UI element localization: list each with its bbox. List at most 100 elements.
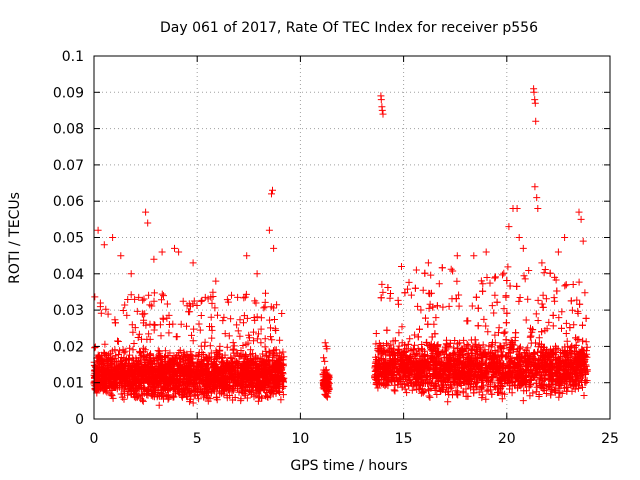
- data-point: [262, 289, 269, 297]
- data-point: [225, 332, 233, 340]
- data-point: [276, 389, 284, 396]
- data-point: [237, 395, 245, 403]
- data-point: [228, 388, 236, 396]
- data-point: [183, 322, 190, 330]
- data-point: [211, 304, 219, 312]
- data-point: [163, 300, 171, 308]
- data-point: [134, 334, 142, 341]
- data-point: [133, 307, 141, 315]
- data-point: [206, 342, 214, 350]
- data-point: [266, 316, 274, 324]
- data-point: [150, 297, 158, 305]
- data-point: [250, 328, 257, 336]
- data-point: [121, 301, 129, 309]
- data-point: [247, 346, 255, 354]
- data-point: [150, 289, 158, 297]
- data-point: [131, 295, 139, 303]
- data-point: [221, 330, 229, 338]
- data-point: [239, 387, 247, 395]
- data-point: [195, 395, 203, 403]
- data-point: [157, 332, 165, 340]
- data-point: [140, 295, 148, 303]
- data-point: [275, 355, 283, 363]
- data-point: [123, 311, 131, 319]
- data-point: [208, 334, 216, 342]
- data-point: [276, 336, 284, 344]
- data-point: [197, 297, 205, 305]
- data-point: [236, 332, 244, 340]
- data-point: [233, 321, 241, 329]
- data-point: [186, 308, 194, 316]
- data-point: [101, 340, 109, 348]
- data-point: [155, 347, 163, 355]
- data-point: [253, 335, 261, 343]
- data-point: [208, 326, 216, 334]
- data-point: [254, 397, 262, 405]
- data-point: [267, 324, 274, 332]
- data-point: [229, 386, 237, 394]
- data-point: [129, 346, 137, 354]
- data-point: [160, 292, 167, 300]
- data-point: [146, 320, 154, 328]
- chart-title: Day 061 of 2017, Rate Of TEC Index for r…: [160, 20, 538, 36]
- data-point: [145, 330, 153, 338]
- data-point: [223, 343, 231, 351]
- data-point: [271, 316, 278, 323]
- data-point: [126, 344, 134, 352]
- data-point: [208, 299, 216, 307]
- data-point: [177, 320, 185, 328]
- data-point: [165, 321, 173, 328]
- data-point: [214, 311, 221, 319]
- data-point: [276, 349, 284, 357]
- data-point: [130, 340, 138, 347]
- data-point: [136, 347, 143, 355]
- data-point: [257, 314, 265, 322]
- data-point: [196, 326, 204, 334]
- grid-lines: [94, 56, 610, 419]
- data-point: [204, 295, 212, 303]
- data-point: [141, 346, 149, 354]
- data-point: [129, 328, 137, 336]
- data-point: [155, 401, 163, 409]
- data-point: [261, 303, 269, 311]
- data-point: [117, 390, 125, 398]
- data-points: [90, 85, 591, 409]
- data-point: [179, 297, 187, 305]
- data-point: [207, 349, 215, 357]
- data-point: [131, 324, 139, 332]
- data-point: [267, 333, 274, 341]
- data-point: [107, 391, 115, 399]
- data-point: [134, 361, 142, 369]
- data-point: [91, 293, 99, 301]
- data-point: [250, 337, 257, 345]
- data-point: [189, 337, 197, 345]
- data-point: [257, 339, 265, 347]
- data-point: [135, 293, 143, 301]
- data-point: [227, 353, 235, 361]
- data-point: [239, 342, 247, 349]
- data-point: [163, 392, 171, 399]
- data-point: [135, 330, 143, 338]
- data-point: [190, 325, 198, 333]
- data-point: [279, 391, 287, 399]
- data-point: [221, 351, 229, 359]
- data-point: [159, 314, 167, 322]
- data-point: [190, 297, 198, 305]
- data-point: [240, 319, 247, 327]
- data-point: [229, 346, 237, 354]
- data-point: [148, 302, 156, 310]
- data-point: [124, 296, 132, 303]
- data-point: [150, 326, 158, 334]
- data-point: [158, 296, 165, 304]
- data-point: [219, 317, 227, 325]
- data-point: [161, 347, 169, 355]
- data-point: [234, 293, 242, 301]
- data-point: [139, 296, 147, 304]
- data-point: [102, 305, 110, 313]
- data-point: [145, 291, 153, 299]
- data-point: [165, 329, 173, 337]
- data-point: [240, 312, 248, 320]
- data-point: [91, 344, 99, 352]
